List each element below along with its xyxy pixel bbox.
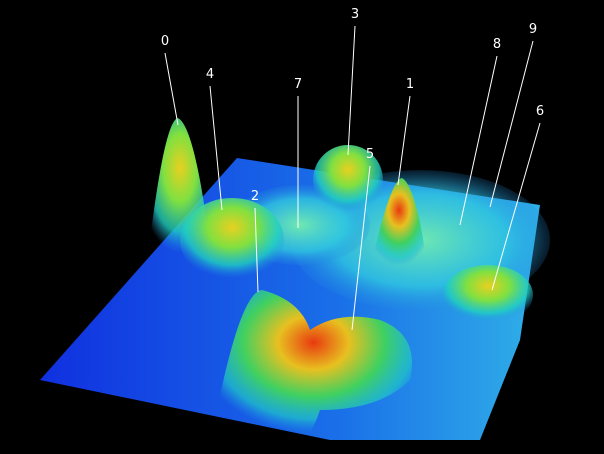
- peak-label: 3: [351, 7, 359, 22]
- peak-label: 8: [493, 37, 501, 52]
- peak-label: 4: [206, 67, 214, 82]
- peak-label: 9: [529, 22, 537, 37]
- surface-peak: [180, 198, 284, 282]
- surface-view: 0 1 2 3 4 5 6 7 8 9: [0, 0, 604, 454]
- surface-peak: [443, 265, 533, 325]
- peak-label: 1: [406, 77, 414, 92]
- peak-label: 7: [294, 77, 302, 92]
- peak-label: 5: [366, 147, 374, 162]
- peak-label: 0: [161, 34, 169, 49]
- peak-label: 2: [251, 189, 259, 204]
- peak-label: 6: [536, 104, 544, 119]
